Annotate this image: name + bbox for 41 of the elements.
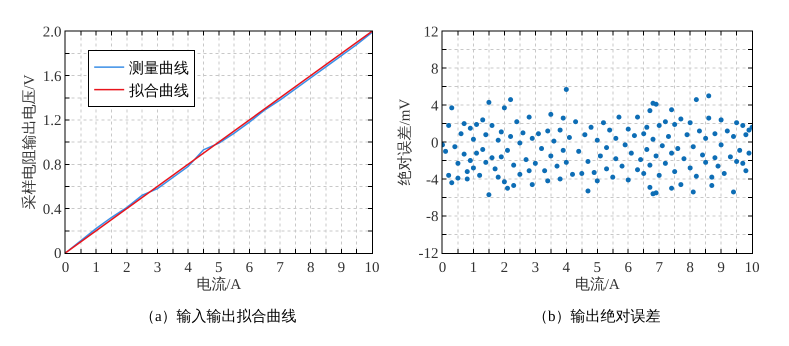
legend-label: 拟合曲线 bbox=[129, 82, 190, 100]
x-tick-label: 3 bbox=[154, 260, 162, 276]
x-tick-label: 8 bbox=[686, 260, 694, 276]
y-tick-label: 4 bbox=[430, 98, 439, 114]
y-tick-label: 1.6 bbox=[42, 68, 62, 85]
x-tick-label: 2 bbox=[123, 260, 131, 276]
y-axis-title: 采样电阻输出电压/V bbox=[20, 74, 38, 210]
y-tick-label: -12 bbox=[418, 246, 438, 262]
y-tick-label: 1.2 bbox=[42, 113, 62, 130]
x-tick-label: 4 bbox=[562, 260, 571, 276]
x-tick-label: 2 bbox=[500, 260, 508, 276]
y-tick-label: 0.4 bbox=[42, 202, 62, 218]
x-tick-label: 1 bbox=[92, 260, 100, 276]
x-tick-label: 3 bbox=[532, 260, 540, 276]
y-tick-label: 0 bbox=[54, 246, 62, 262]
y-tick-label: -4 bbox=[426, 172, 439, 188]
x-tick-label: 5 bbox=[594, 260, 602, 276]
y-tick-label: 2.0 bbox=[42, 24, 62, 41]
x-tick-label: 9 bbox=[338, 260, 346, 276]
x-tick-label: 4 bbox=[184, 260, 192, 276]
x-axis-title: 电流/A bbox=[574, 276, 620, 293]
x-tick-label: 7 bbox=[276, 260, 284, 276]
y-axis-title: 绝对误差/mV bbox=[396, 98, 414, 186]
x-tick-label: 10 bbox=[364, 260, 380, 276]
y-tick-label: 0 bbox=[430, 135, 438, 152]
x-tick-label: 6 bbox=[246, 260, 254, 276]
legend-label: 测量曲线 bbox=[129, 60, 190, 77]
x-tick-label: 5 bbox=[215, 260, 223, 276]
x-tick-label: 7 bbox=[655, 260, 664, 276]
x-tick-label: 8 bbox=[306, 260, 314, 276]
x-tick-label: 6 bbox=[624, 260, 632, 276]
y-tick-label: 12 bbox=[423, 24, 438, 41]
text: （a）输入输出拟合曲线 bbox=[140, 308, 297, 325]
x-tick-label: 1 bbox=[470, 260, 478, 276]
y-tick-label: 8 bbox=[430, 61, 438, 78]
y-tick-label: -8 bbox=[426, 209, 438, 226]
x-tick-label: 10 bbox=[744, 260, 760, 276]
y-tick-label: 0.8 bbox=[42, 158, 62, 174]
x-axis-title: 电流/A bbox=[196, 276, 242, 293]
text: （b）输出绝对误差 bbox=[533, 308, 660, 325]
x-tick-label: 9 bbox=[717, 260, 725, 276]
